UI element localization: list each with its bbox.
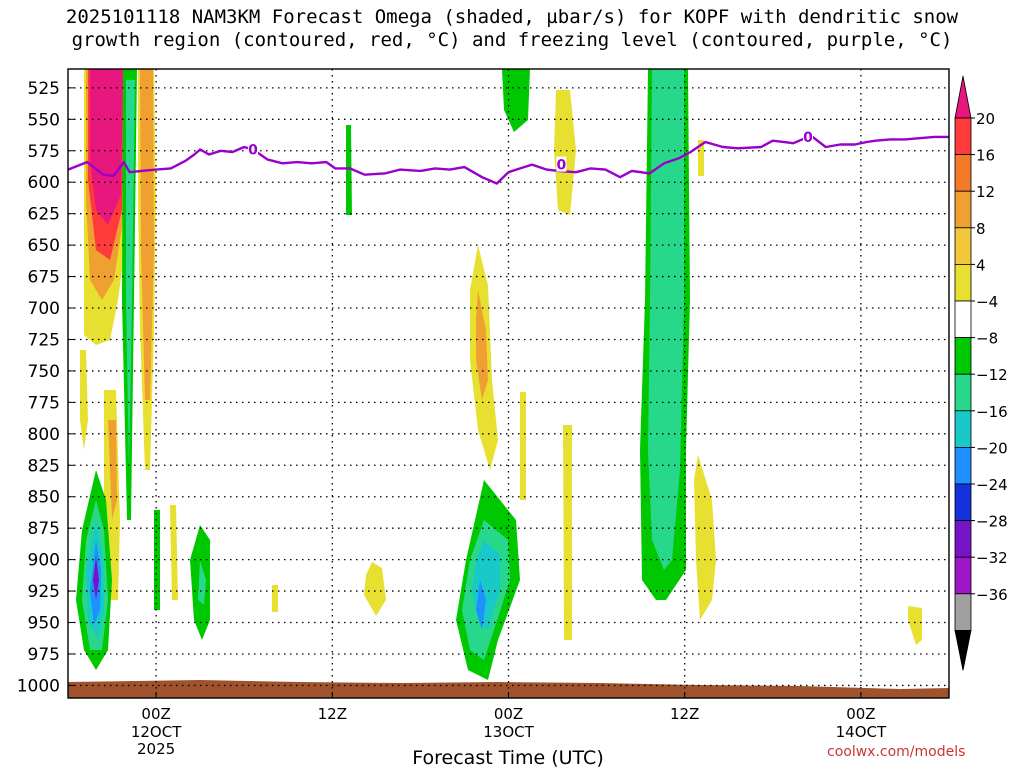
omega-region-mid-teal — [198, 560, 206, 605]
colorbar-bin — [954, 227, 972, 265]
x-tick-date: 14OCT — [836, 723, 887, 741]
y-axis: 525 550 575 600 625 650 675 700 725 750 775 800 825 8… — [17, 79, 74, 696]
omega-region-positive-pink — [90, 69, 123, 225]
x-tick-label: 00Z — [846, 705, 875, 723]
omega-region-center-orange — [476, 290, 488, 400]
colorbar-bin — [954, 483, 972, 521]
colorbar-label: −12 — [976, 366, 1008, 384]
freezing-level-line — [67, 134, 949, 185]
freezing-label-bg — [803, 128, 814, 144]
y-tick-label: 875 — [28, 519, 60, 539]
omega-region-tiny-yellow — [272, 585, 278, 612]
colorbar-bin — [954, 593, 972, 631]
y-tick-label: 800 — [28, 425, 60, 445]
omega-region-column-upper-yellow — [698, 140, 704, 176]
omega-region-lowyellow-3 — [364, 562, 386, 616]
omega-region-far-right-yellow — [908, 606, 922, 645]
x-tick-year: 2025 — [137, 740, 175, 758]
colorbar-bin — [954, 154, 972, 192]
colorbar-label: −16 — [976, 403, 1008, 421]
colorbar-bin — [954, 520, 972, 558]
freezing-level-label: 0 — [556, 158, 566, 174]
y-tick-label: 925 — [28, 582, 60, 602]
colorbar-bin — [954, 410, 972, 448]
colorbar-label: −4 — [976, 293, 998, 311]
credit-text: coolwx.com/models — [827, 744, 966, 760]
omega-region-strand-yellow — [520, 392, 526, 500]
colorbar-label: −24 — [976, 476, 1008, 494]
y-tick-label: 825 — [28, 456, 60, 476]
omega-region-column-right-yellow — [694, 455, 716, 620]
omega-region-center-blue — [476, 580, 486, 630]
colorbar-bottom-arrow — [954, 630, 972, 671]
colorbar-bin — [954, 373, 972, 412]
title-line-2: growth region (contoured, red, °C) and f… — [71, 29, 953, 51]
y-tick-label: 650 — [28, 236, 60, 256]
omega-region-aloft-green-2 — [502, 69, 530, 132]
colorbar-bin — [954, 190, 972, 229]
y-tick-label: 975 — [28, 645, 60, 665]
freezing-label-bg — [248, 141, 259, 157]
y-tick-label: 900 — [28, 551, 60, 571]
title-line-1: 2025101118 NAM3KM Forecast Omega (shaded… — [65, 6, 959, 28]
y-tick-label: 850 — [28, 488, 60, 508]
colorbar-label: 12 — [976, 183, 995, 201]
colorbar-bin — [954, 337, 972, 375]
terrain-band — [68, 680, 949, 698]
freezing-level-label: 0 — [248, 143, 258, 159]
x-tick-label: 12Z — [670, 705, 699, 723]
y-tick-label: 725 — [28, 330, 60, 350]
omega-region-downdraft-purple — [93, 556, 99, 600]
colorbar: 20 16 12 8 4 −4 −8 −12 −16 −20 −24 −28 −32 −36 — [954, 75, 1008, 671]
y-tick-label: 775 — [28, 393, 60, 413]
omega-region-aloft-green — [346, 125, 352, 215]
y-tick-label: 950 — [28, 614, 60, 634]
omega-region-small-yellow2 — [170, 505, 178, 600]
omega-region-lowlevel-orange — [108, 420, 117, 520]
y-tick-label: 700 — [28, 299, 60, 319]
colorbar-bin — [954, 300, 972, 338]
x-tick-date: 13OCT — [483, 723, 534, 741]
colorbar-label: −28 — [976, 513, 1008, 531]
omega-region-plume2-orange — [140, 69, 154, 400]
y-tick-label: 600 — [28, 173, 60, 193]
omega-region-right-yellow-2 — [563, 425, 572, 640]
x-tick-date: 12OCT — [131, 723, 182, 741]
freezing-label-bg — [556, 156, 567, 172]
y-tick-label: 750 — [28, 362, 60, 382]
colorbar-label: 20 — [976, 110, 995, 128]
y-tick-label: 1000 — [17, 676, 60, 696]
omega-region-small-yellow — [80, 350, 88, 450]
x-axis-title: Forecast Time (UTC) — [412, 747, 603, 768]
x-tick-label: 00Z — [141, 705, 170, 723]
freezing-level-label: 0 — [803, 130, 813, 146]
colorbar-label: −20 — [976, 439, 1008, 457]
y-tick-label: 525 — [28, 79, 60, 99]
y-tick-label: 575 — [28, 142, 60, 162]
y-tick-label: 625 — [28, 205, 60, 225]
colorbar-bin — [954, 556, 972, 595]
colorbar-bin — [954, 117, 972, 155]
freezing-level-contour: 0 0 0 — [67, 128, 949, 185]
colorbar-label: −36 — [976, 586, 1008, 604]
y-tick-label: 550 — [28, 110, 60, 130]
colorbar-bin — [954, 263, 972, 302]
colorbar-bin — [954, 446, 972, 485]
x-tick-label: 00Z — [494, 705, 523, 723]
omega-region-strand-teal — [126, 80, 135, 470]
colorbar-label: 16 — [976, 147, 995, 165]
omega-shading — [68, 69, 949, 698]
colorbar-top-arrow — [954, 75, 972, 119]
colorbar-label: −8 — [976, 330, 998, 348]
chart-title: 2025101118 NAM3KM Forecast Omega (shaded… — [0, 6, 1024, 52]
colorbar-label: 8 — [976, 220, 986, 238]
x-tick-label: 12Z — [318, 705, 347, 723]
colorbar-label: −32 — [976, 549, 1008, 567]
y-tick-label: 675 — [28, 268, 60, 288]
colorbar-label: 4 — [976, 256, 986, 274]
omega-region-right-yellow — [554, 90, 576, 215]
omega-region-column-teal — [648, 69, 684, 570]
